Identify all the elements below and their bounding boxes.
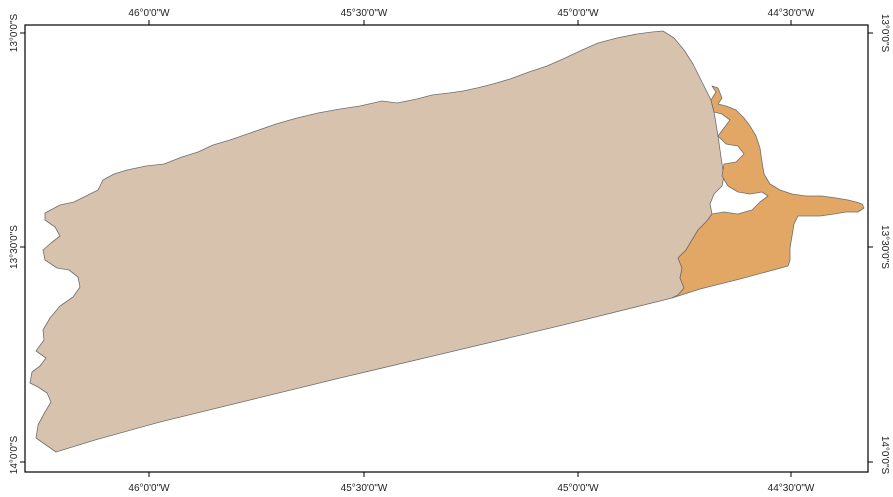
bottom-label-lon-3: 45°0'0"W <box>557 483 599 494</box>
bottom-label-lon-4: 44°30'0"W <box>768 483 815 494</box>
top-label-lon-4: 44°30'0"W <box>768 8 815 19</box>
right-label-lat-1: 13°0'0"S <box>879 14 890 53</box>
top-label-lon-3: 45°0'0"W <box>557 8 599 19</box>
right-label-lat-2: 13°30'0"S <box>879 225 890 269</box>
left-label-lat-3: 14°0'0"S <box>9 435 20 474</box>
left-ticks <box>20 32 25 463</box>
top-label-lon-1: 46°0'0"W <box>128 8 170 19</box>
right-ticks <box>868 32 873 463</box>
bottom-ticks <box>148 472 792 477</box>
left-label-lat-2: 13°30'0"S <box>9 225 20 269</box>
bottom-label-lon-2: 45°30'0"W <box>341 483 388 494</box>
region-east-polygon <box>671 85 865 299</box>
map-neatline <box>24 24 869 473</box>
region-main-polygon <box>29 30 725 453</box>
top-label-lon-2: 45°30'0"W <box>341 8 388 19</box>
right-label-lat-3: 14°0'0"S <box>879 436 890 475</box>
bottom-label-lon-1: 46°0'0"W <box>128 483 170 494</box>
top-ticks <box>148 20 792 25</box>
left-label-lat-1: 13°0'0"S <box>9 13 20 52</box>
